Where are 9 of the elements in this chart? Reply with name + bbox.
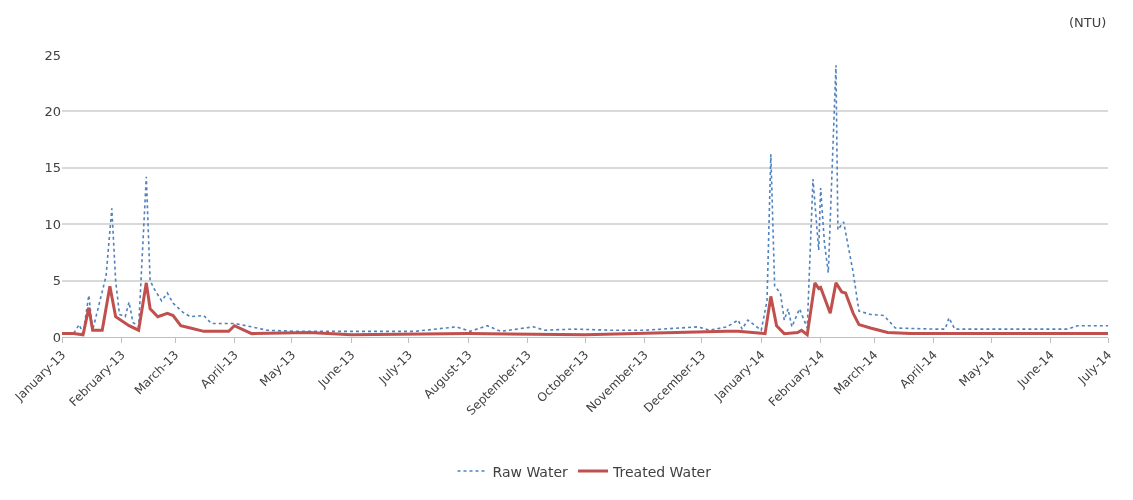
legend-label: Treated Water <box>612 463 712 480</box>
y-tick-label: 25 <box>44 47 61 63</box>
y-tick-label: 0 <box>52 329 61 345</box>
y-tick-label: 5 <box>52 273 61 289</box>
y-tick-label: 15 <box>44 160 61 176</box>
text: (NTU) <box>1069 15 1107 30</box>
y-tick-label: 10 <box>44 216 61 232</box>
legend-label: Raw Water <box>492 463 569 480</box>
y-tick-label: 20 <box>44 103 61 119</box>
